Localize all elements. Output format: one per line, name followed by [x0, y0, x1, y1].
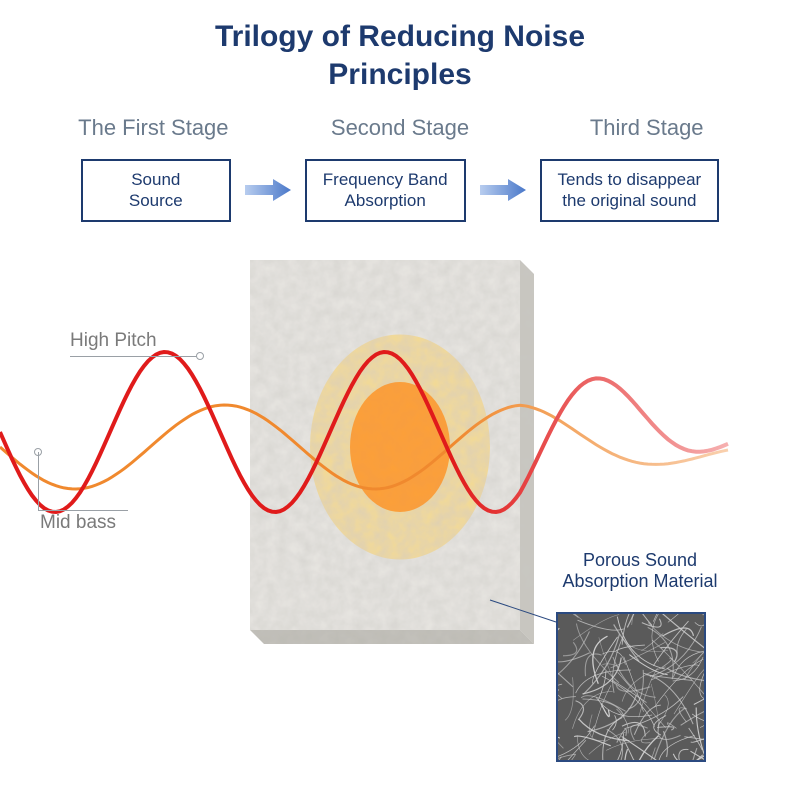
inset-material-sample: [556, 612, 706, 762]
fiber-texture: [558, 614, 706, 762]
stage-box-row: SoundSource Frequency BandAbsorption Ten…: [0, 159, 800, 222]
title-line1: Trilogy of Reducing Noise: [215, 20, 585, 53]
title: Trilogy of Reducing Noise Principles: [0, 0, 800, 93]
stage-box-3: Tends to disappearthe original sound: [540, 159, 720, 222]
arrow-icon-2: [480, 177, 526, 203]
arrow-icon-1: [245, 177, 291, 203]
diagram-area: High Pitch Mid bass Porous SoundAbsorpti…: [0, 232, 800, 752]
stage-label-3: Third Stage: [523, 115, 770, 141]
stage-box-2: Frequency BandAbsorption: [305, 159, 466, 222]
title-line2: Principles: [328, 58, 471, 91]
stage-label-2: Second Stage: [277, 115, 524, 141]
stage-label-row: The First Stage Second Stage Third Stage: [0, 115, 800, 141]
stage-box-1: SoundSource: [81, 159, 231, 222]
stage-label-1: The First Stage: [30, 115, 277, 141]
